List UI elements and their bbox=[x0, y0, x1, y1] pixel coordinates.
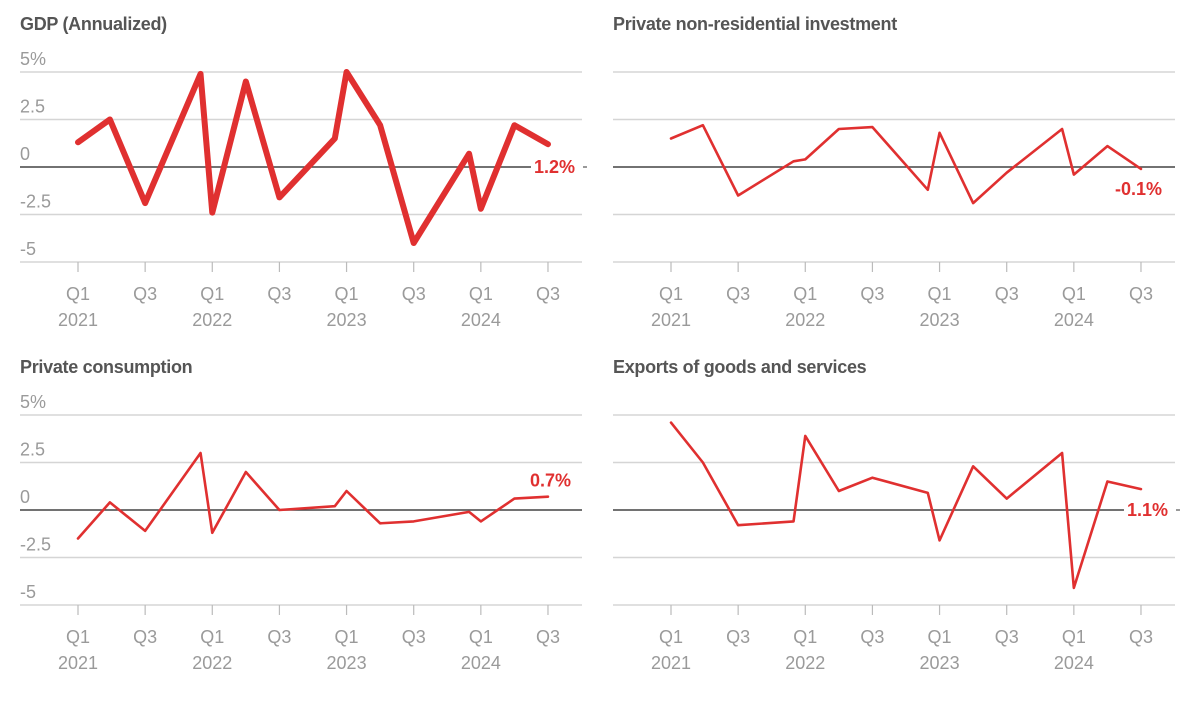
x-tick-label: Q3 bbox=[133, 627, 157, 647]
chart-title: Private consumption bbox=[20, 357, 193, 377]
end-value-label: 1.2% bbox=[534, 157, 575, 177]
x-tick-year-label: 2023 bbox=[920, 653, 960, 673]
x-tick-label: Q1 bbox=[335, 284, 359, 304]
x-tick-label: Q3 bbox=[1129, 284, 1153, 304]
x-tick-label: Q3 bbox=[402, 627, 426, 647]
x-tick-year-label: 2024 bbox=[461, 310, 501, 330]
panel-consumption: Private consumption 5% 2.5 0 -2.5 -5 Q1 2021 Q3… bbox=[0, 343, 600, 693]
panel-exports: Exports of goods and services Q1 2021 Q3 Q1… bbox=[593, 343, 1193, 693]
x-tick-year-label: 2021 bbox=[651, 310, 691, 330]
x-tick-label: Q1 bbox=[1062, 284, 1086, 304]
y-tick-label: -2.5 bbox=[20, 192, 51, 212]
end-value-label: -0.1% bbox=[1115, 179, 1162, 199]
chart-title: Exports of goods and services bbox=[613, 357, 867, 377]
y-tick-label: 0 bbox=[20, 487, 30, 507]
x-tick-year-label: 2022 bbox=[192, 310, 232, 330]
series-line-consumption bbox=[76, 451, 550, 540]
x-tick-label: Q3 bbox=[402, 284, 426, 304]
x-tick-label: Q1 bbox=[659, 284, 683, 304]
x-tick-year-label: 2024 bbox=[1054, 310, 1094, 330]
x-tick-label: Q3 bbox=[860, 284, 884, 304]
x-tick-year-label: 2023 bbox=[327, 310, 367, 330]
x-tick-label: Q1 bbox=[928, 284, 952, 304]
x-tick-label: Q1 bbox=[1062, 627, 1086, 647]
x-tick-label: Q1 bbox=[469, 284, 493, 304]
x-tick-year-label: 2023 bbox=[920, 310, 960, 330]
x-tick-label: Q1 bbox=[200, 284, 224, 304]
chart-title: Private non-residential investment bbox=[613, 14, 897, 34]
chart-gdp: 5% 2.5 0 -2.5 -5 Q1 2021 Q3 Q1 2022 Q3 Q1 2023 Q3 Q1 20… bbox=[20, 49, 587, 330]
y-tick-label: 5% bbox=[20, 392, 46, 412]
x-tick-label: Q3 bbox=[536, 284, 560, 304]
chart-consumption: 5% 2.5 0 -2.5 -5 Q1 2021 Q3 Q1 2022 Q3 Q1 2023 Q3 Q1 20… bbox=[20, 392, 582, 673]
y-tick-label: -2.5 bbox=[20, 535, 51, 555]
x-tick-label: Q3 bbox=[726, 284, 750, 304]
x-tick-year-label: 2023 bbox=[327, 653, 367, 673]
x-tick-label: Q1 bbox=[928, 627, 952, 647]
x-tick-label: Q3 bbox=[995, 627, 1019, 647]
x-tick-label: Q3 bbox=[1129, 627, 1153, 647]
end-label-halo bbox=[530, 157, 583, 179]
x-tick-label: Q1 bbox=[200, 627, 224, 647]
x-tick-label: Q3 bbox=[536, 627, 560, 647]
panel-gdp: GDP (Annualized) 5% 2.5 0 -2.5 -5 Q1 2021 Q3 Q1 2… bbox=[0, 0, 600, 350]
x-tick-year-label: 2021 bbox=[58, 653, 98, 673]
x-tick-label: Q3 bbox=[860, 627, 884, 647]
x-tick-year-label: 2021 bbox=[651, 653, 691, 673]
x-tick-year-label: 2021 bbox=[58, 310, 98, 330]
x-tick-year-label: 2024 bbox=[1054, 653, 1094, 673]
y-tick-label: -5 bbox=[20, 239, 36, 259]
x-tick-label: Q3 bbox=[726, 627, 750, 647]
x-tick-year-label: 2022 bbox=[785, 653, 825, 673]
x-tick-label: Q3 bbox=[267, 627, 291, 647]
y-tick-label: 0 bbox=[20, 144, 30, 164]
chart-exports: Q1 2021 Q3 Q1 2022 Q3 Q1 2023 Q3 Q1 2024 Q3 1.1% bbox=[613, 414, 1180, 673]
y-tick-label: 5% bbox=[20, 49, 46, 69]
x-tick-label: Q1 bbox=[66, 627, 90, 647]
x-tick-label: Q1 bbox=[659, 627, 683, 647]
y-tick-label: 2.5 bbox=[20, 97, 45, 117]
x-tick-year-label: 2022 bbox=[192, 653, 232, 673]
x-tick-label: Q1 bbox=[793, 627, 817, 647]
end-value-label: 0.7% bbox=[530, 471, 571, 491]
series-line-exports bbox=[669, 421, 1143, 590]
y-tick-label: -5 bbox=[20, 582, 36, 602]
x-tick-label: Q3 bbox=[995, 284, 1019, 304]
end-value-label: 1.1% bbox=[1127, 500, 1168, 520]
x-tick-year-label: 2022 bbox=[785, 310, 825, 330]
x-tick-label: Q1 bbox=[469, 627, 493, 647]
x-tick-label: Q3 bbox=[267, 284, 291, 304]
y-tick-label: 2.5 bbox=[20, 440, 45, 460]
series-line-gdp bbox=[75, 69, 551, 246]
x-tick-label: Q1 bbox=[66, 284, 90, 304]
series-line-investment bbox=[669, 123, 1143, 205]
panel-investment: Private non-residential investment Q1 202… bbox=[593, 0, 1193, 350]
end-label-halo bbox=[1123, 500, 1176, 522]
x-tick-label: Q1 bbox=[335, 627, 359, 647]
chart-title: GDP (Annualized) bbox=[20, 14, 167, 34]
x-tick-year-label: 2024 bbox=[461, 653, 501, 673]
x-tick-label: Q1 bbox=[793, 284, 817, 304]
chart-investment: Q1 2021 Q3 Q1 2022 Q3 Q1 2023 Q3 Q1 2024 Q3 -0.1% bbox=[613, 71, 1175, 330]
x-tick-label: Q3 bbox=[133, 284, 157, 304]
